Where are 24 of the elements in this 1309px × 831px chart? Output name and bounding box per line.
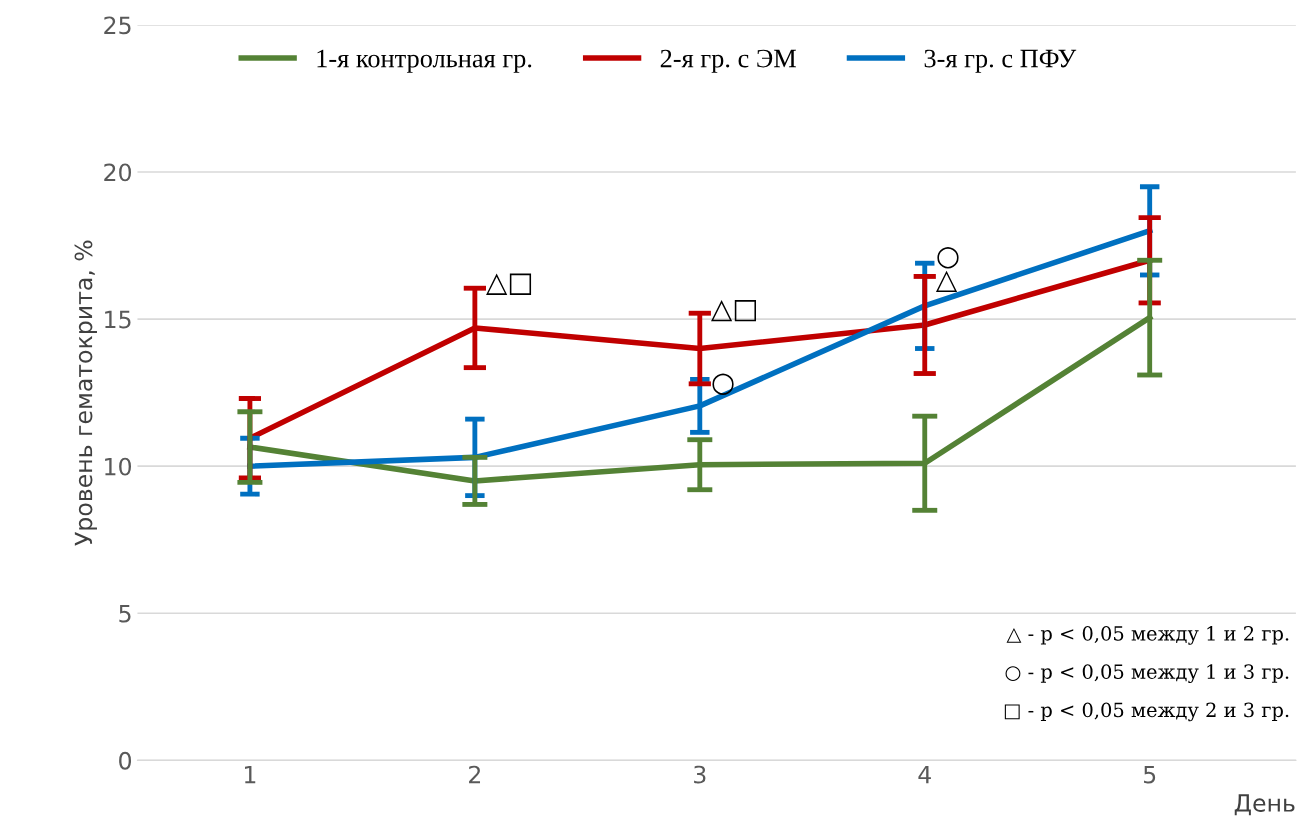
- annotation: □ - p < 0,05 между 2 и 3 гр.: [1004, 702, 1289, 722]
- annotation: △□: [486, 273, 532, 295]
- annotation: △□: [711, 300, 756, 322]
- y-axis-title: Уровень гематокрита, %: [74, 240, 97, 546]
- x-tick-label: 4: [918, 765, 931, 784]
- legend-label: 1-я контрольная гр.: [317, 49, 532, 73]
- x-tick-label: 1: [245, 765, 256, 784]
- annotation: ○ - p < 0,05 между 1 и 3 гр.: [1005, 664, 1289, 683]
- y-tick-label: 25: [104, 16, 131, 35]
- annotation: △ - p < 0,05 между 1 и 2 гр.: [1006, 626, 1289, 645]
- legend-label: 2-я гр. с ЭМ: [660, 49, 796, 73]
- y-tick-label: 0: [119, 751, 132, 770]
- annotation: ○: [937, 247, 959, 269]
- y-tick-label: 10: [105, 457, 132, 476]
- x-tick-label: 3: [694, 765, 706, 784]
- y-tick-label: 20: [104, 163, 132, 182]
- annotation: △: [935, 270, 958, 292]
- x-tick-label: 5: [1144, 765, 1156, 784]
- x-tick-label: 2: [469, 765, 481, 784]
- legend-label: 3-я гр. с ПФУ: [924, 49, 1077, 73]
- annotation: ○: [712, 373, 734, 395]
- y-tick-label: 5: [119, 605, 131, 623]
- x-axis-title: День: [1234, 794, 1295, 816]
- y-tick-label: 15: [105, 310, 131, 329]
